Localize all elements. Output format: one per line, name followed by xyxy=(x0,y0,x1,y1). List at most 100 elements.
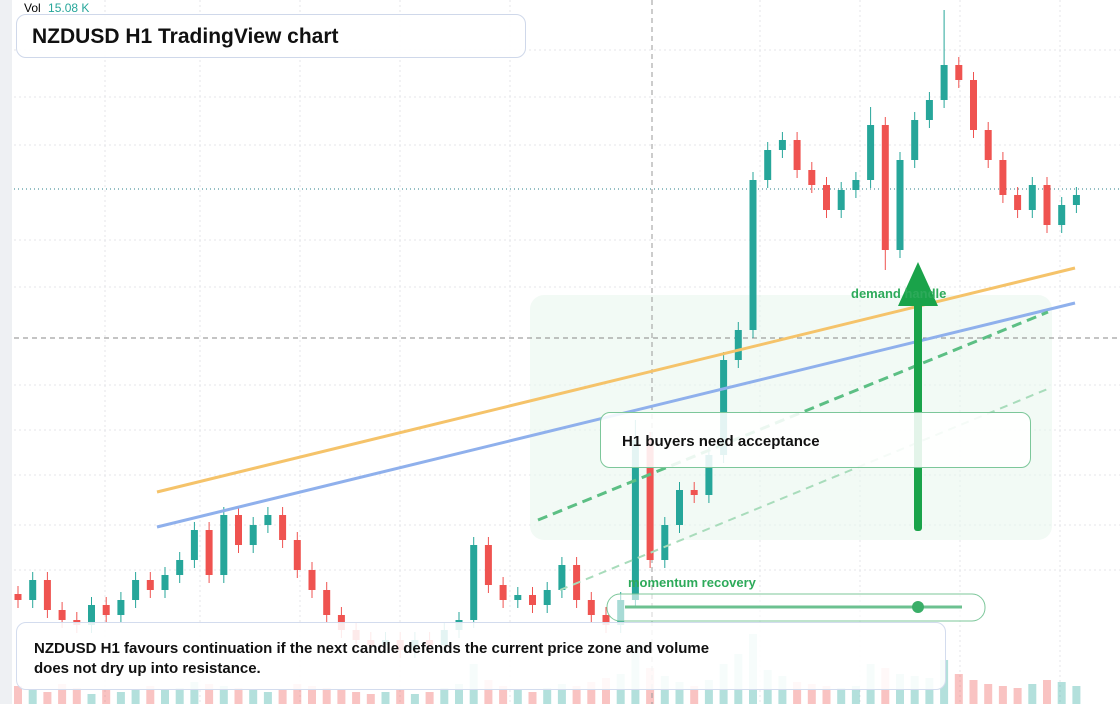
candle-body xyxy=(808,170,816,185)
candle-body xyxy=(1072,195,1080,205)
volume-bar xyxy=(234,688,243,704)
volume-bar xyxy=(366,694,375,704)
volume-bar xyxy=(484,680,493,704)
volume-bar xyxy=(690,686,699,704)
candle-body xyxy=(117,600,125,615)
candle-body xyxy=(749,180,757,330)
candle-body xyxy=(543,590,551,605)
candle-body xyxy=(176,560,184,575)
volume-bar xyxy=(293,684,302,704)
candles xyxy=(14,10,1080,658)
candle-body xyxy=(293,540,301,570)
volume-bar xyxy=(219,686,228,704)
slider-knob[interactable] xyxy=(912,601,924,613)
candle-body xyxy=(88,605,95,625)
candle-body xyxy=(911,120,919,160)
candle-body xyxy=(705,455,713,495)
volume-bar xyxy=(513,690,522,704)
candle-body xyxy=(720,360,728,455)
volume-bar xyxy=(205,684,214,704)
candle-body xyxy=(235,515,242,545)
volume-bar xyxy=(778,676,787,704)
candle-body xyxy=(734,330,742,360)
candle-body xyxy=(190,530,198,560)
candle-body xyxy=(837,190,845,210)
volume-bar xyxy=(455,684,463,704)
candle-body xyxy=(896,160,904,250)
candle-body xyxy=(220,515,228,575)
title-box: NZDUSD H1 TradingView chart xyxy=(16,14,526,58)
candle-body xyxy=(308,570,316,590)
volume-bar xyxy=(116,692,125,704)
candle-body xyxy=(823,185,830,210)
candle-body xyxy=(676,490,683,525)
candle-body xyxy=(661,525,669,560)
footer-text: NZDUSD H1 favours continuation if the ne… xyxy=(34,640,710,677)
volume-bar xyxy=(161,690,169,704)
candle-body xyxy=(484,545,492,585)
volume-bar xyxy=(1013,688,1022,704)
volume-bar xyxy=(704,680,713,704)
candle-body xyxy=(132,580,140,600)
candle-body xyxy=(43,580,51,610)
volume-bar xyxy=(675,682,684,704)
candle-body xyxy=(249,525,257,545)
volume-bar xyxy=(602,678,610,704)
callout: H1 buyers need acceptance xyxy=(600,412,1031,468)
volume-bar xyxy=(87,694,96,704)
volume-bar xyxy=(425,692,434,704)
volume-bar xyxy=(381,692,390,704)
volume-bar xyxy=(954,674,963,704)
volume-bar xyxy=(102,690,111,704)
candle-body xyxy=(778,140,786,150)
volume-bar xyxy=(984,684,993,704)
volume-bar xyxy=(28,690,37,704)
vol-label: Vol xyxy=(24,1,41,15)
volume-bar xyxy=(660,676,669,704)
candle-body xyxy=(690,490,698,495)
volume-bar xyxy=(587,682,596,704)
volume-bar xyxy=(146,686,155,704)
candle-body xyxy=(1043,185,1051,225)
volume-bar xyxy=(131,689,140,704)
candle-body xyxy=(1028,185,1036,210)
candle-body xyxy=(205,530,213,575)
volume-bar xyxy=(72,688,81,704)
candle-body xyxy=(14,594,22,600)
candle-body xyxy=(852,180,860,190)
candle-body xyxy=(970,80,977,130)
volume-bar xyxy=(1072,686,1081,704)
candle-body xyxy=(499,585,507,600)
volume-bar xyxy=(263,692,272,704)
candle-body xyxy=(558,565,566,590)
candle-body xyxy=(999,160,1007,195)
annotation: demand handle xyxy=(851,286,946,301)
left-strip xyxy=(0,0,12,704)
candle-body xyxy=(631,440,639,600)
volume-bar xyxy=(910,676,919,704)
candle-body xyxy=(955,65,963,80)
volume-bar xyxy=(528,692,537,704)
volume-bar xyxy=(807,684,816,704)
vol-legend: Vol 15.08 K xyxy=(24,1,89,15)
volume-bar xyxy=(14,686,22,704)
annotation: momentum recovery xyxy=(628,575,757,590)
volume-bar xyxy=(410,694,419,704)
candle-body xyxy=(925,100,933,120)
candle-body xyxy=(984,130,992,160)
volume-bar xyxy=(58,684,67,704)
candle-body xyxy=(279,515,287,540)
volume-bar xyxy=(352,692,361,704)
candle-body xyxy=(29,580,37,600)
arrow-head xyxy=(898,262,938,306)
volume-bar xyxy=(543,688,552,704)
footer-box: NZDUSD H1 favours continuation if the ne… xyxy=(16,622,946,690)
volume-bar xyxy=(572,686,581,704)
candle-body xyxy=(161,575,169,590)
volume-bar xyxy=(337,690,346,704)
candle-body xyxy=(602,615,610,625)
volume-bar xyxy=(793,682,802,704)
volume-bar xyxy=(322,688,331,704)
